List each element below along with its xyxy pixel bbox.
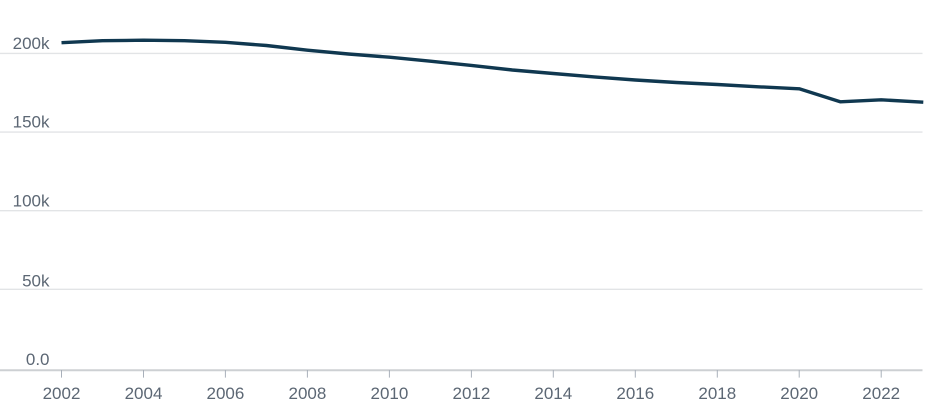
svg-text:2014: 2014 [534,384,572,403]
svg-text:0.0: 0.0 [26,350,50,369]
svg-text:200k: 200k [13,34,50,53]
svg-text:2018: 2018 [698,384,736,403]
svg-text:2004: 2004 [125,384,163,403]
svg-text:2002: 2002 [43,384,81,403]
svg-text:2008: 2008 [288,384,326,403]
svg-text:2012: 2012 [452,384,490,403]
svg-text:2020: 2020 [780,384,818,403]
svg-text:150k: 150k [13,112,50,131]
svg-text:100k: 100k [13,191,50,210]
svg-text:2016: 2016 [616,384,654,403]
svg-text:50k: 50k [22,271,50,290]
svg-text:2010: 2010 [370,384,408,403]
svg-text:2006: 2006 [206,384,244,403]
svg-text:2022: 2022 [862,384,900,403]
